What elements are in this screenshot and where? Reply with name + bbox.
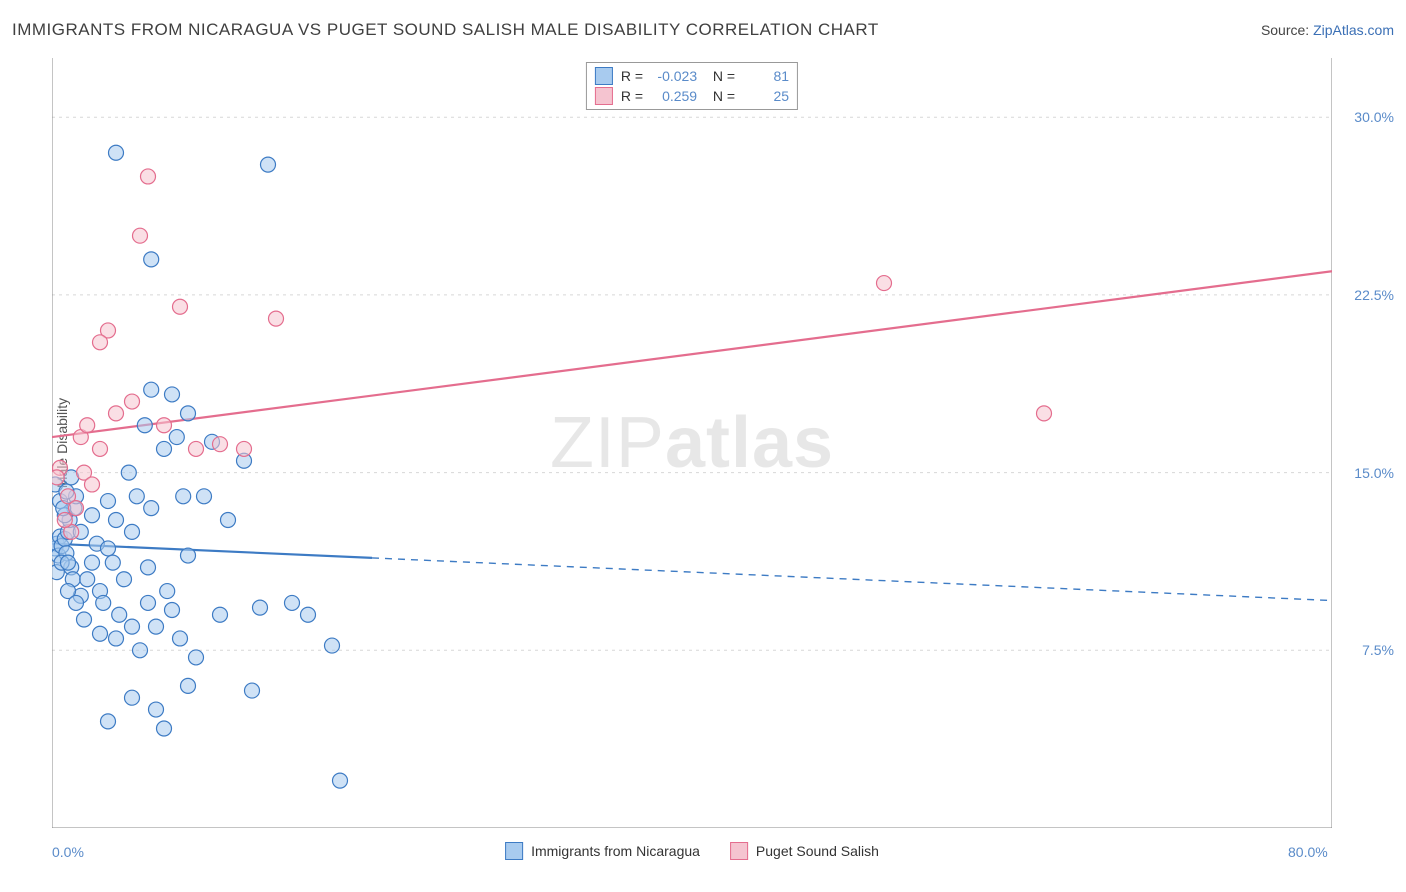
r-value-pink: 0.259	[651, 88, 697, 104]
r-label: R =	[621, 88, 643, 104]
chart-header: IMMIGRANTS FROM NICARAGUA VS PUGET SOUND…	[12, 20, 1394, 40]
n-value-pink: 25	[743, 88, 789, 104]
x-tick-label: 0.0%	[52, 844, 84, 860]
scatter-plot	[52, 58, 1332, 828]
legend-stats-row-blue: R = -0.023 N = 81	[593, 66, 791, 86]
chart-area: Male Disability ZIPatlas R = -0.023 N = …	[52, 58, 1332, 828]
legend-stats: R = -0.023 N = 81 R = 0.259 N = 25	[586, 62, 798, 110]
chart-title: IMMIGRANTS FROM NICARAGUA VS PUGET SOUND…	[12, 20, 879, 40]
r-value-blue: -0.023	[651, 68, 697, 84]
swatch-blue-icon	[595, 67, 613, 85]
r-label: R =	[621, 68, 643, 84]
legend-series: Immigrants from Nicaragua Puget Sound Sa…	[505, 842, 879, 860]
y-tick-label: 15.0%	[1354, 465, 1394, 481]
y-tick-label: 22.5%	[1354, 287, 1394, 303]
legend-stats-row-pink: R = 0.259 N = 25	[593, 86, 791, 106]
source-link[interactable]: ZipAtlas.com	[1313, 22, 1394, 38]
swatch-pink-icon	[730, 842, 748, 860]
n-label: N =	[705, 88, 735, 104]
n-label: N =	[705, 68, 735, 84]
swatch-blue-icon	[505, 842, 523, 860]
chart-source: Source: ZipAtlas.com	[1261, 22, 1394, 38]
y-tick-label: 30.0%	[1354, 109, 1394, 125]
legend-item-pink: Puget Sound Salish	[730, 842, 879, 860]
x-tick-label: 80.0%	[1288, 844, 1328, 860]
n-value-blue: 81	[743, 68, 789, 84]
legend-label-pink: Puget Sound Salish	[756, 843, 879, 859]
source-prefix: Source:	[1261, 22, 1313, 38]
swatch-pink-icon	[595, 87, 613, 105]
legend-label-blue: Immigrants from Nicaragua	[531, 843, 700, 859]
legend-item-blue: Immigrants from Nicaragua	[505, 842, 700, 860]
y-tick-label: 7.5%	[1362, 642, 1394, 658]
